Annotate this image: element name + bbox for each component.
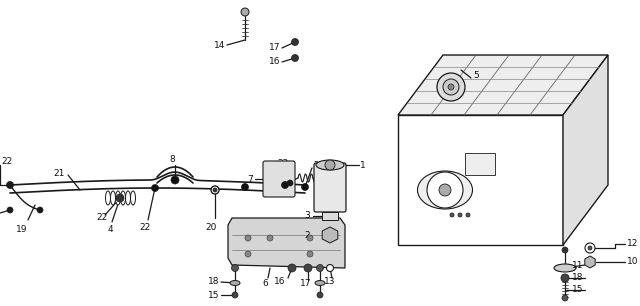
Text: 22: 22	[1, 158, 12, 166]
Circle shape	[6, 181, 13, 188]
Circle shape	[317, 292, 323, 298]
Ellipse shape	[315, 281, 325, 285]
Ellipse shape	[106, 191, 111, 205]
Circle shape	[439, 184, 451, 196]
FancyBboxPatch shape	[263, 161, 295, 197]
Ellipse shape	[230, 281, 240, 285]
Bar	[465, 153, 495, 175]
Circle shape	[282, 181, 289, 188]
Text: 11: 11	[572, 260, 583, 270]
Text: 13: 13	[324, 278, 336, 286]
Text: 17: 17	[300, 279, 312, 289]
Circle shape	[267, 235, 273, 241]
Circle shape	[211, 186, 219, 194]
Circle shape	[291, 54, 298, 62]
Text: 3: 3	[304, 211, 310, 221]
Polygon shape	[322, 227, 338, 243]
Text: 22: 22	[313, 161, 324, 170]
Circle shape	[116, 194, 124, 202]
Text: 7: 7	[247, 174, 253, 184]
Text: 5: 5	[473, 70, 479, 80]
Circle shape	[561, 274, 569, 282]
Circle shape	[232, 264, 239, 271]
Polygon shape	[563, 55, 608, 245]
Ellipse shape	[131, 191, 136, 205]
Circle shape	[448, 84, 454, 90]
Circle shape	[588, 246, 592, 250]
Circle shape	[245, 251, 251, 257]
Circle shape	[466, 213, 470, 217]
Text: 15: 15	[207, 290, 219, 300]
Ellipse shape	[111, 191, 115, 205]
Circle shape	[304, 264, 312, 272]
Circle shape	[301, 184, 308, 191]
Ellipse shape	[115, 191, 120, 205]
Ellipse shape	[316, 160, 344, 170]
Circle shape	[443, 79, 459, 95]
Circle shape	[241, 184, 248, 191]
Text: 15: 15	[572, 285, 583, 294]
Text: 19: 19	[16, 226, 28, 234]
Text: 16: 16	[273, 278, 285, 286]
Circle shape	[325, 160, 335, 170]
Text: 2: 2	[305, 230, 310, 240]
Circle shape	[326, 264, 333, 271]
Circle shape	[458, 213, 462, 217]
Circle shape	[562, 247, 568, 253]
Circle shape	[317, 264, 323, 271]
Ellipse shape	[120, 191, 125, 205]
Circle shape	[288, 264, 296, 272]
Text: 16: 16	[269, 58, 280, 66]
Circle shape	[37, 207, 43, 213]
Polygon shape	[585, 256, 595, 268]
Text: 12: 12	[627, 240, 638, 248]
Polygon shape	[228, 218, 345, 268]
Circle shape	[307, 235, 313, 241]
Polygon shape	[398, 55, 608, 115]
Text: 9: 9	[262, 184, 268, 192]
Text: 17: 17	[269, 43, 280, 53]
Text: 21: 21	[54, 169, 65, 177]
Text: 6: 6	[262, 279, 268, 289]
Text: 22: 22	[97, 214, 108, 222]
Circle shape	[152, 185, 159, 192]
FancyBboxPatch shape	[314, 163, 346, 212]
Circle shape	[291, 39, 298, 46]
Ellipse shape	[554, 264, 576, 272]
Text: 10: 10	[627, 258, 639, 267]
Circle shape	[213, 188, 217, 192]
Circle shape	[241, 8, 249, 16]
Text: 18: 18	[207, 278, 219, 286]
Circle shape	[7, 207, 13, 213]
Circle shape	[232, 292, 238, 298]
Ellipse shape	[125, 191, 131, 205]
Text: 8: 8	[169, 155, 175, 165]
Circle shape	[307, 251, 313, 257]
Ellipse shape	[417, 171, 472, 209]
Circle shape	[562, 295, 568, 301]
Circle shape	[585, 243, 595, 253]
Circle shape	[427, 172, 463, 208]
Text: 1: 1	[360, 161, 365, 170]
Circle shape	[171, 176, 179, 184]
Circle shape	[287, 180, 293, 186]
Text: 4: 4	[107, 226, 113, 234]
Text: 22: 22	[140, 223, 150, 233]
Polygon shape	[398, 115, 563, 245]
Circle shape	[245, 235, 251, 241]
Bar	[322, 212, 338, 220]
Circle shape	[437, 73, 465, 101]
Text: 20: 20	[205, 223, 217, 233]
Circle shape	[450, 213, 454, 217]
Text: 22: 22	[277, 159, 289, 167]
Text: 14: 14	[214, 40, 225, 50]
Text: 18: 18	[572, 274, 583, 282]
